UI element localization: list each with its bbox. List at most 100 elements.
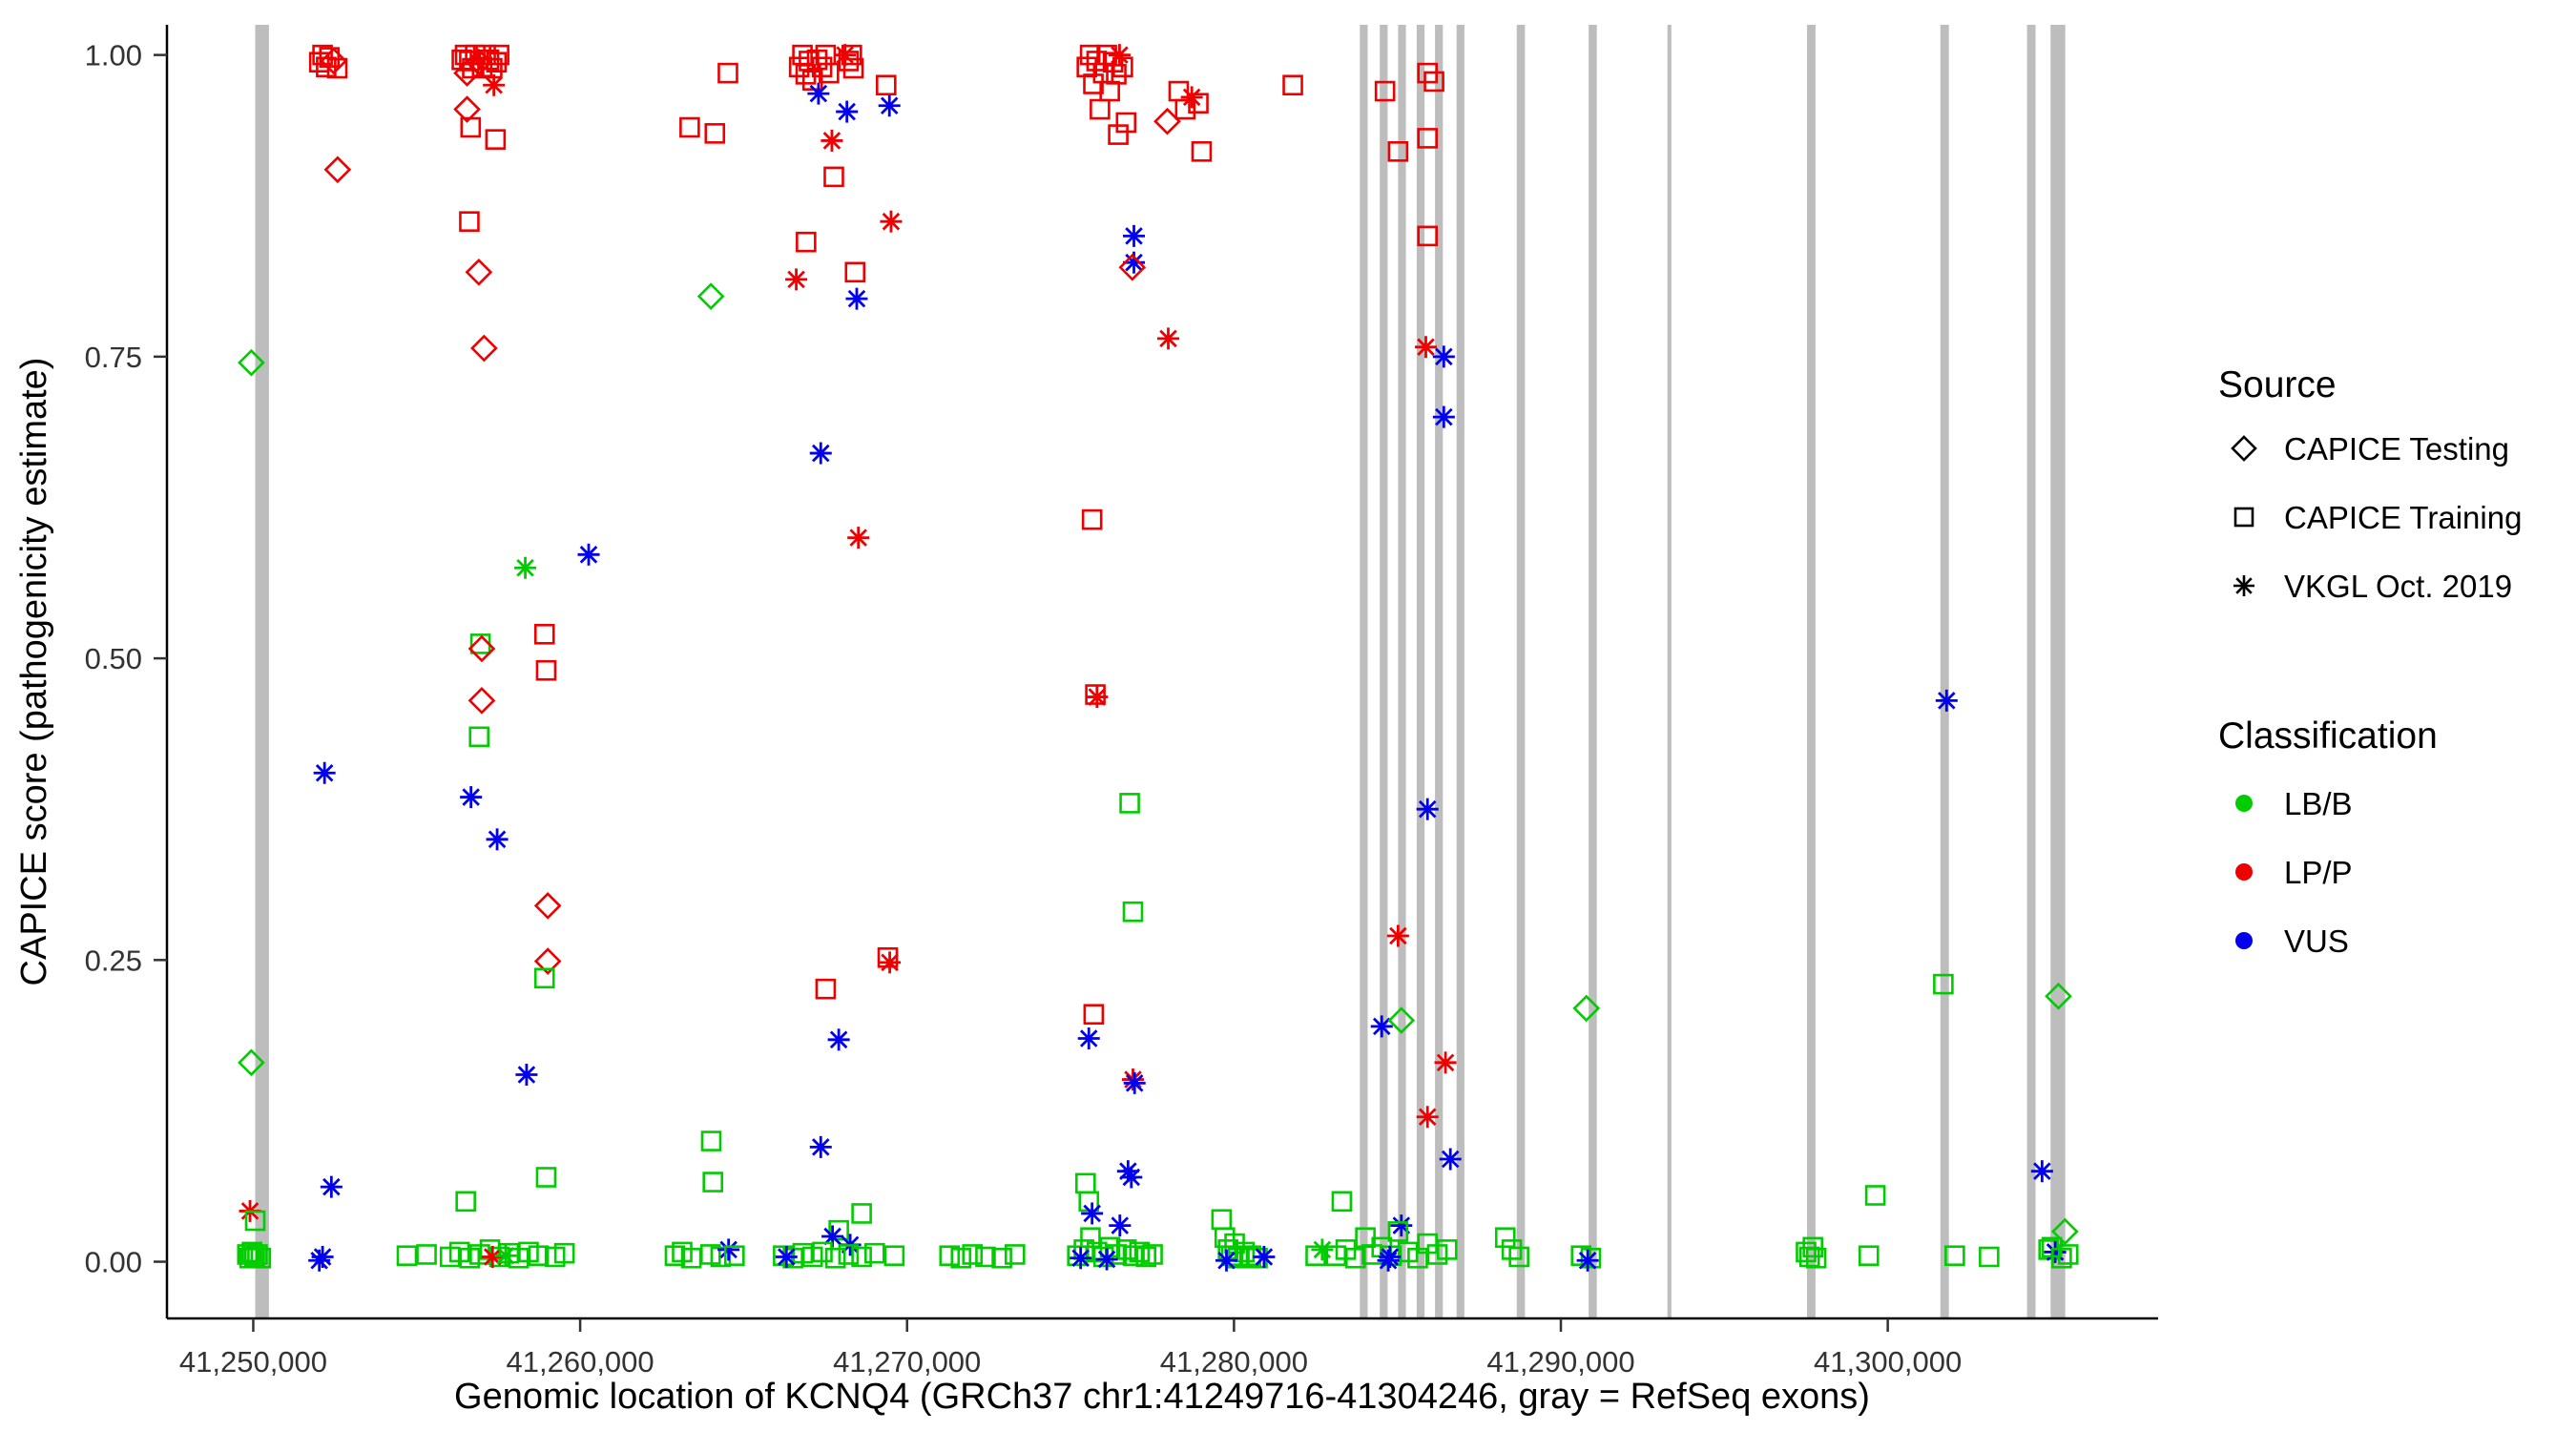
legend-item-lpp: LP/P [2235,855,2353,890]
data-point-square [1067,1245,1089,1267]
data-point-square [1108,124,1129,145]
x-tick-label: 41,260,000 [507,1345,654,1379]
data-point-square [883,1245,905,1267]
data-point-square [811,56,833,78]
data-point-square [485,129,507,150]
data-point-square [326,57,348,79]
exon-bar [2050,25,2066,1318]
data-point-square [838,1244,860,1265]
data-point-square [851,1203,872,1224]
data-point-square [1106,64,1127,85]
data-point-diamond [465,258,493,286]
data-point-asterisk [1377,1249,1400,1272]
data-point-diamond [533,892,562,920]
data-point-diamond [2045,982,2072,1010]
asterisk-ray [517,1066,536,1084]
data-point-asterisk [486,828,509,851]
data-point-square [950,1247,972,1269]
data-point-asterisk [1576,1249,1599,1272]
x-tick-label: 41,250,000 [179,1345,327,1379]
data-point-square [1234,1241,1256,1263]
data-point-square [247,1244,268,1265]
data-point-square [533,623,555,645]
data-point-diamond [323,156,352,184]
data-point-diamond [470,334,498,363]
asterisk-ray [1088,688,1107,706]
data-point-square [1864,1185,1886,1206]
data-point-square [1944,1245,1965,1267]
data-point-square [486,52,508,73]
data-point-asterisk [785,268,808,291]
data-point-asterisk [880,210,903,233]
data-point-asterisk [494,1244,517,1267]
asterisk-ray [1124,1070,1142,1089]
data-point-asterisk [1434,1051,1457,1074]
exon-bar [1456,25,1465,1318]
y-tick-label: 1.00 [85,39,142,73]
data-point-square [2041,1236,2063,1258]
data-point-square [724,1245,745,1267]
exon-bar [1807,25,1816,1318]
data-point-square [1305,1245,1326,1267]
data-point-square [1417,128,1439,149]
asterisk-ray [1436,1053,1455,1072]
points-layer [237,44,2079,1272]
data-point-square [962,1244,984,1265]
asterisk-ray [812,444,830,463]
exon-bar [255,25,269,1318]
data-point-square [312,44,333,66]
legend-item-capice-training: CAPICE Training [2233,500,2522,535]
data-point-square [1436,1239,1458,1260]
data-point-square [704,123,726,144]
data-point-asterisk [2030,1160,2053,1183]
asterisk-ray [1389,926,1407,945]
data-point-asterisk [1414,336,1437,359]
data-point-diamond [320,47,348,75]
data-point-asterisk [1390,1214,1413,1237]
data-point-square [844,261,866,283]
diamond-icon [2231,435,2257,462]
asterisk-ray [809,84,828,103]
data-point-square [700,1130,722,1151]
data-point-square [1802,1236,1823,1258]
data-point-asterisk [827,1028,850,1051]
data-point-asterisk [1215,1249,1237,1272]
x-tick-label: 41,290,000 [1486,1345,1634,1379]
asterisk-ray [1381,1248,1400,1266]
data-point-square [664,1245,686,1267]
data-point-diamond [533,947,562,975]
asterisk-ray [496,1246,515,1265]
asterisk-ray [829,1030,848,1049]
data-point-asterisk [1156,327,1179,350]
data-point-diamond [1572,994,1601,1023]
exon-bar [1380,25,1388,1318]
data-point-asterisk [515,1063,538,1086]
data-point-asterisk [717,1238,740,1261]
asterisk-ray [1417,338,1435,357]
data-point-asterisk [809,1135,832,1158]
asterisk-ray [2033,1162,2051,1180]
asterisk-ray [1125,227,1143,245]
data-point-diamond [1387,1006,1416,1034]
data-point-asterisk [1121,1068,1144,1091]
data-point-square [1387,141,1409,162]
data-point-asterisk [821,129,843,152]
data-point-asterisk [313,761,336,784]
data-point-square [1081,508,1103,530]
asterisk-ray [880,96,899,115]
asterisk-ray [1079,1029,1098,1047]
data-point-square [416,1244,437,1265]
data-point-square [1423,71,1444,93]
data-point-square [1122,1245,1144,1267]
data-point-asterisk [1095,1248,1118,1271]
data-point-asterisk [1432,405,1455,428]
data-point-asterisk [1070,1247,1092,1270]
data-point-asterisk [847,527,870,550]
asterisk-ray [1392,1216,1411,1234]
data-point-asterisk [1416,1106,1439,1129]
data-point-asterisk [878,94,901,117]
asterisk-ray [1097,1250,1116,1269]
vus-dot-icon [2235,932,2253,949]
